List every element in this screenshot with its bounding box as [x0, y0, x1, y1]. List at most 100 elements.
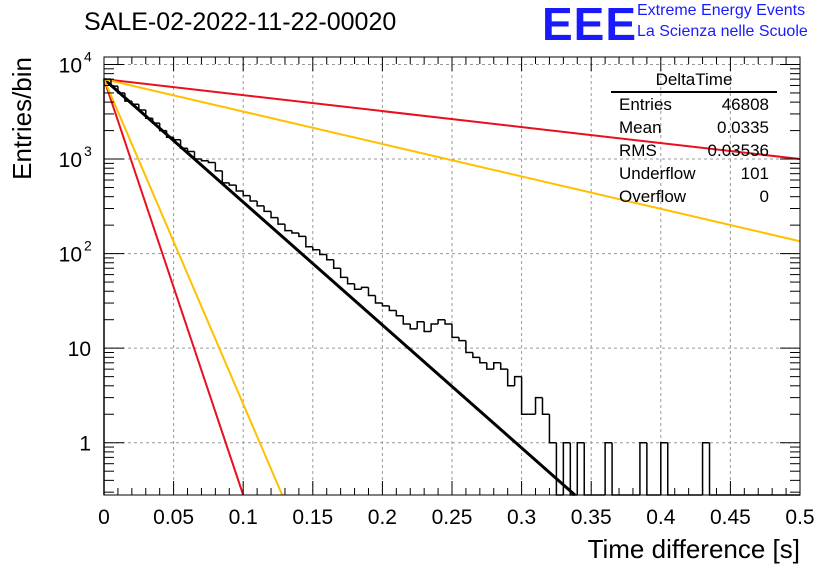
grid-lines — [104, 57, 800, 495]
x-tick-label: 0 — [98, 506, 110, 529]
histogram-bin — [312, 246, 320, 251]
histogram-bin — [520, 376, 529, 416]
fit-curve-2 — [103, 78, 245, 496]
histogram-bin — [165, 130, 174, 139]
histogram-bin — [430, 323, 439, 332]
histogram-bin — [576, 441, 585, 495]
histogram-bin — [451, 324, 459, 339]
x-tick-label: 0.35 — [571, 506, 612, 529]
histogram-bin — [110, 79, 118, 87]
histogram-bin — [381, 303, 390, 307]
eee-logo: EEE — [542, 0, 638, 50]
y-tick-label: 10 — [59, 149, 82, 172]
stats-row-rms: RMS 0.03536 — [611, 139, 777, 162]
histogram-bin — [360, 286, 369, 290]
histogram-bin — [402, 315, 411, 325]
histogram-bin — [583, 442, 592, 496]
histogram-bin — [534, 396, 543, 415]
histogram-bin — [151, 118, 160, 124]
stats-label: Underflow — [619, 164, 696, 183]
histogram-bin — [472, 352, 480, 359]
chart-title: SALE-02-2022-11-22-00020 — [84, 8, 397, 36]
histogram-bin — [277, 217, 285, 225]
histogram-bin — [200, 159, 209, 162]
histogram-bin — [639, 441, 647, 495]
histogram-bin — [499, 362, 508, 370]
stats-box: DeltaTime Entries 46808 Mean 0.0335 RMS … — [611, 70, 777, 208]
histogram-bin — [124, 92, 132, 102]
histogram-bin — [367, 287, 376, 297]
histogram-bin — [221, 170, 230, 184]
histogram-bin — [646, 442, 654, 496]
histogram-bin — [388, 305, 397, 312]
stats-row-overflow: Overflow 0 — [611, 185, 777, 208]
histogram-bin — [555, 442, 564, 496]
histogram-bin — [458, 337, 466, 342]
y-tick-label: 10 — [68, 338, 91, 361]
histogram-bin — [325, 254, 334, 261]
histogram-bin — [249, 195, 258, 202]
stats-row-entries: Entries 46808 — [611, 93, 777, 116]
y-tick-exponent: 4 — [84, 48, 92, 64]
histogram-bin — [548, 414, 557, 444]
stats-row-mean: Mean 0.0335 — [611, 116, 777, 139]
histogram-bin — [346, 277, 355, 285]
histogram-bin — [479, 357, 487, 364]
histogram-bin — [256, 201, 265, 207]
histogram-bin — [395, 310, 404, 317]
histogram-bin — [444, 319, 452, 325]
histogram-bin — [319, 249, 327, 256]
fit-curve-4 — [103, 78, 284, 496]
logo-text-line2: La Scienza nelle Scuole — [637, 23, 808, 40]
histogram-bin — [145, 110, 153, 120]
histogram-bin — [416, 321, 425, 329]
histogram-bin — [158, 123, 167, 132]
histogram-bin — [270, 211, 278, 219]
histogram-bin — [291, 230, 299, 234]
stats-label: Mean — [619, 118, 662, 137]
histogram-bin — [701, 441, 710, 495]
stats-title: DeltaTime — [611, 70, 777, 93]
x-axis-label: Time difference [s] — [588, 534, 800, 564]
y-tick-label: 10 — [59, 54, 82, 77]
logo-text-line1: Extreme Energy Events — [637, 2, 806, 19]
histogram-bin — [103, 78, 111, 495]
histogram-bin — [263, 205, 272, 213]
histogram-bin — [541, 397, 550, 416]
x-tick-label: 0.4 — [646, 506, 676, 529]
x-tick-labels: 0 0.05 0.1 0.15 0.2 0.25 0.3 0.35 0.4 0.45 0.5 — [98, 506, 814, 529]
histogram-bin — [353, 283, 362, 290]
histogram-bin — [513, 375, 522, 386]
histogram-bin — [332, 259, 341, 269]
stats-label: Entries — [619, 95, 672, 114]
histogram-bin — [193, 151, 202, 160]
histogram-bin — [374, 295, 383, 304]
histogram-bin — [235, 185, 244, 192]
histogram-bin — [486, 362, 494, 370]
histogram-bin — [437, 318, 446, 325]
histogram-bin — [708, 442, 717, 496]
histogram-bin — [242, 190, 251, 197]
stats-value: 46808 — [721, 95, 769, 114]
histogram-bin — [305, 236, 313, 248]
histogram-bin — [409, 324, 418, 330]
histogram-bin — [506, 369, 515, 387]
fit-curve-1 — [103, 78, 801, 161]
x-tick-label: 0.15 — [292, 506, 333, 529]
histogram-bin — [207, 160, 216, 164]
stats-label: RMS — [619, 141, 657, 160]
x-tick-label: 0.45 — [710, 506, 751, 529]
y-tick-exponent: 2 — [84, 238, 92, 254]
histogram-bin — [660, 441, 668, 495]
x-tick-label: 0.2 — [368, 506, 397, 529]
histogram-bin — [465, 340, 473, 354]
histogram-bin — [298, 233, 306, 238]
histogram-bin — [604, 441, 613, 495]
histogram-bin — [214, 162, 223, 172]
stats-row-underflow: Underflow 101 — [611, 162, 777, 185]
histogram-bin — [339, 268, 348, 279]
stats-label: Overflow — [619, 187, 687, 206]
histogram-bin — [186, 148, 195, 153]
histogram-bin — [284, 224, 292, 232]
